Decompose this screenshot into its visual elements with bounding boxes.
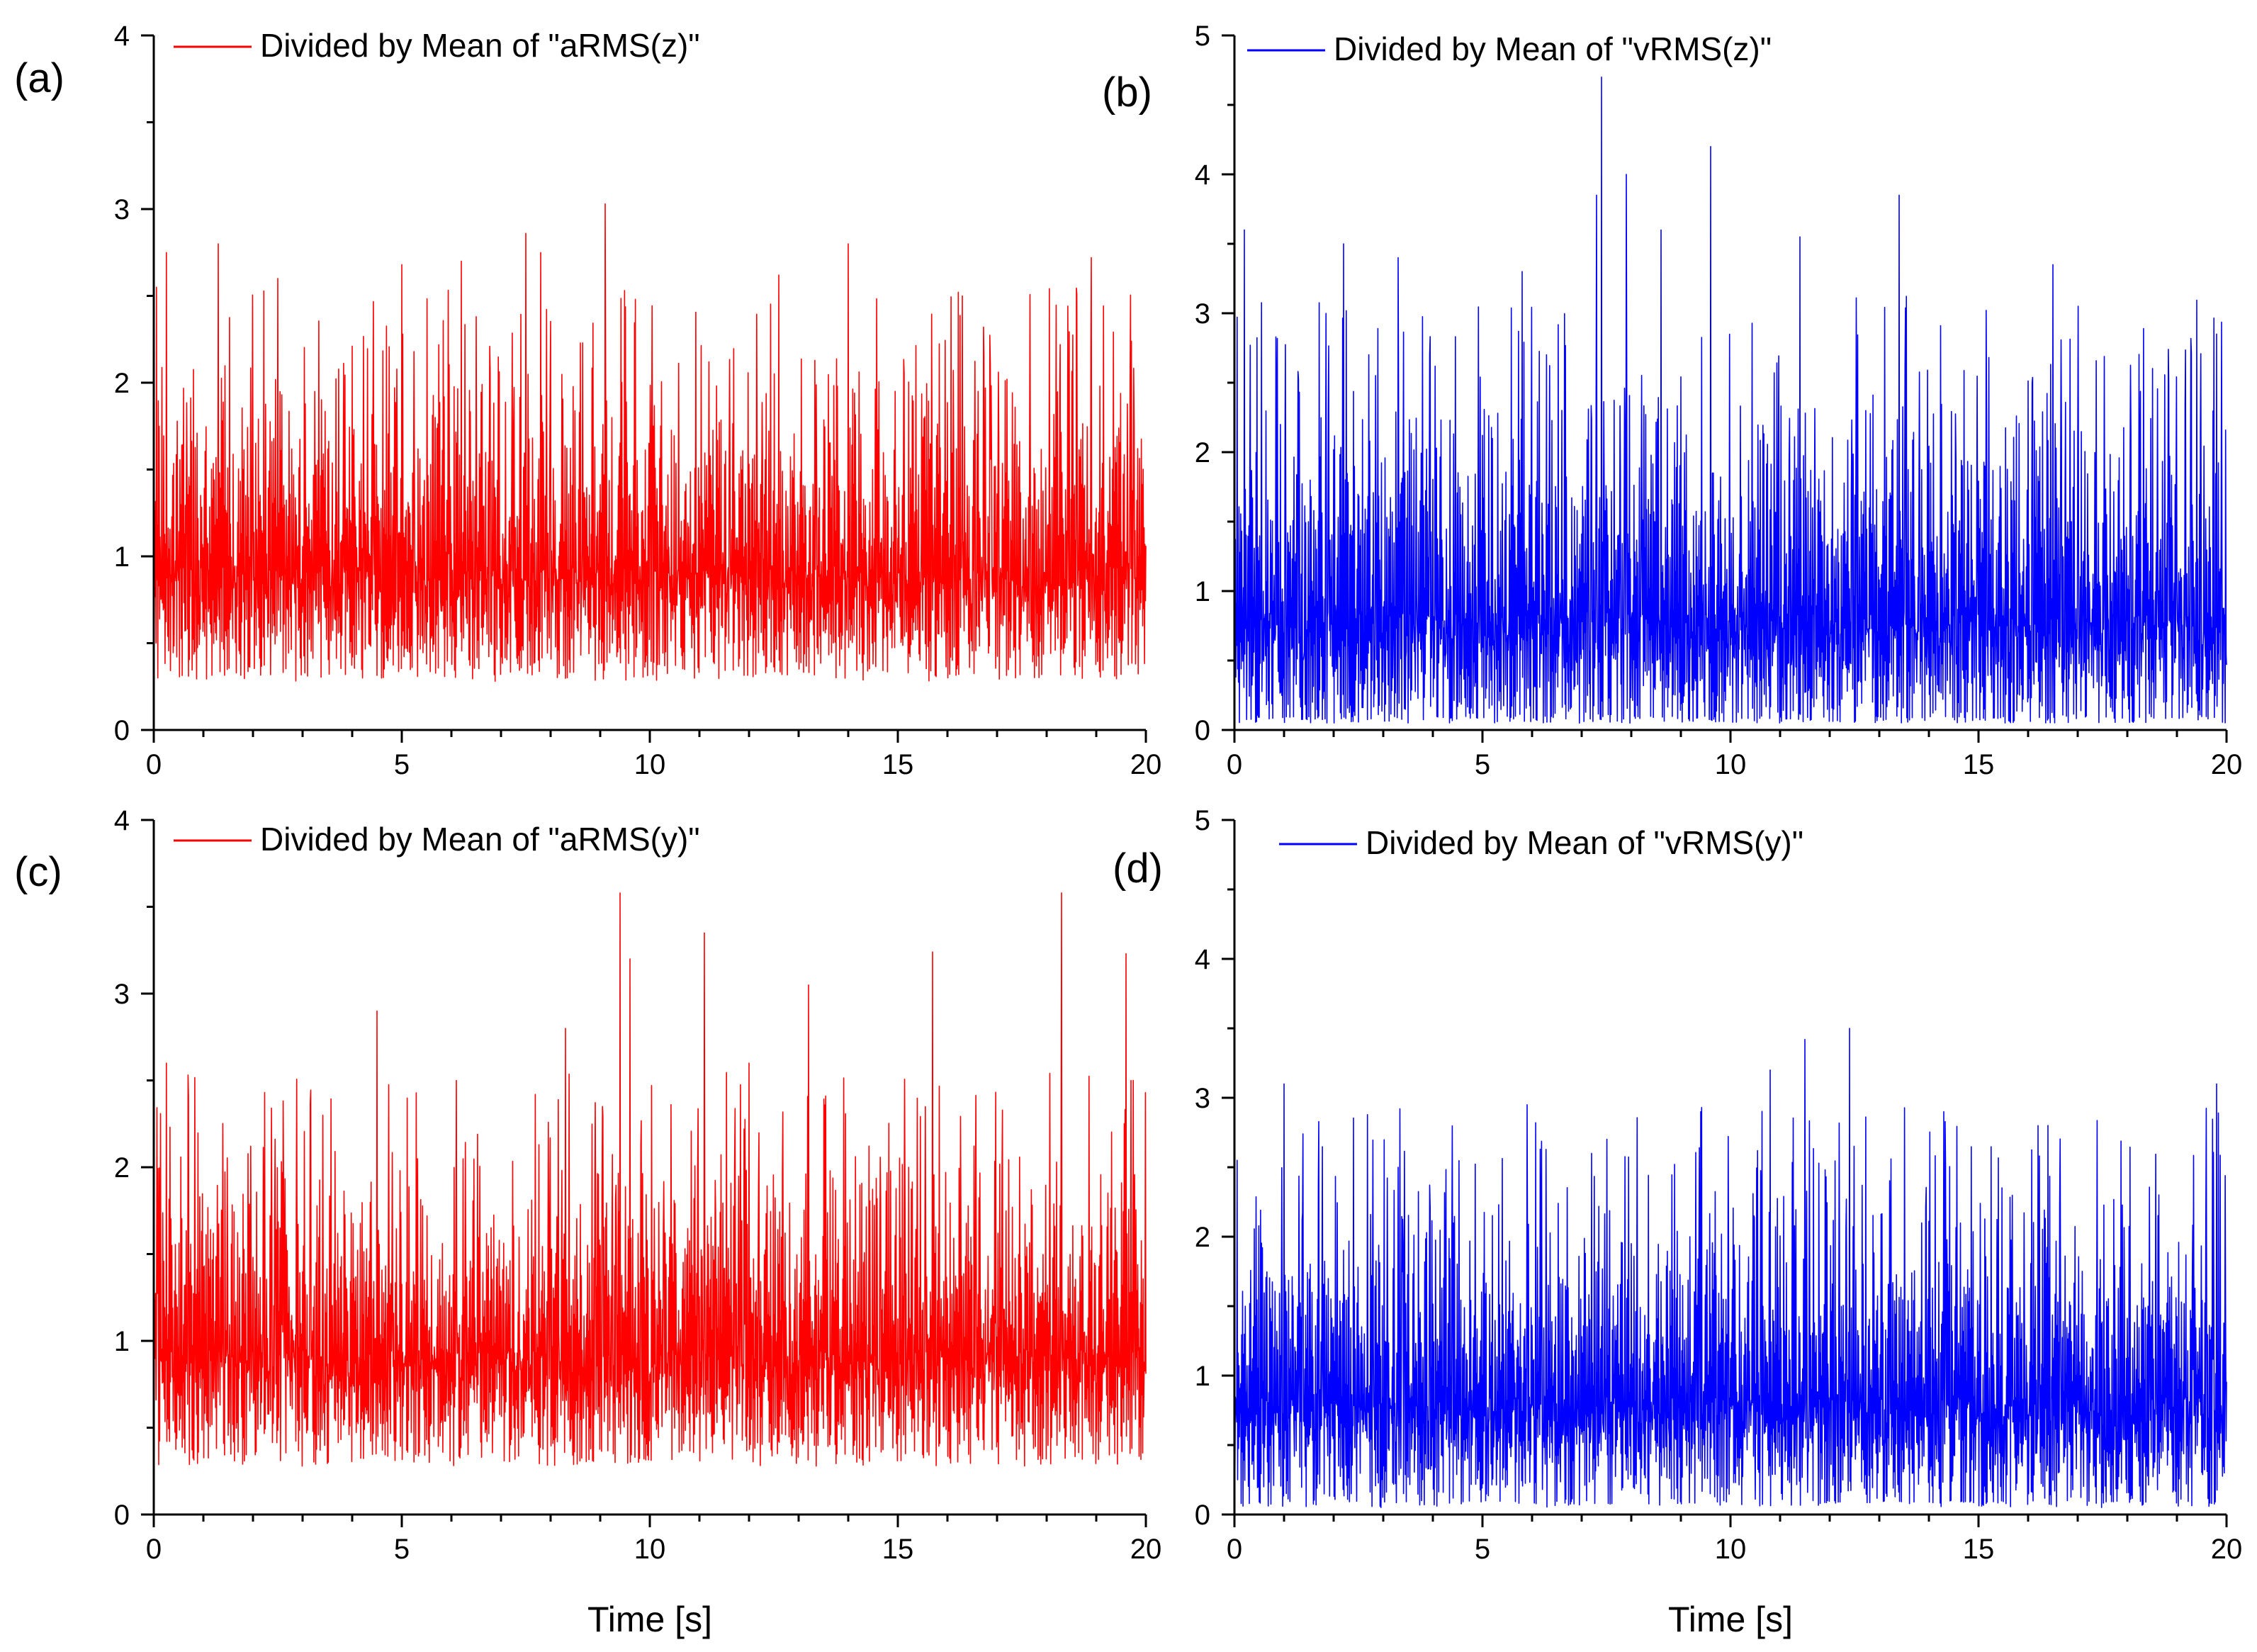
y-tick-label: 0 [114,715,130,746]
panel-label: (a) [14,55,64,101]
y-tick-label: 3 [114,194,130,225]
x-tick-label: 5 [1475,749,1490,780]
y-tick-label: 2 [1195,437,1210,468]
y-tick-label: 5 [1195,21,1210,52]
legend-label: Divided by Mean of "aRMS(y)" [260,821,700,858]
panel-label: (b) [1102,69,1152,116]
y-tick-label: 4 [1195,944,1210,975]
y-tick-label: 0 [114,1500,130,1531]
series-line [1234,77,2227,724]
legend: Divided by Mean of "vRMS(z)" [1247,30,1772,67]
x-tick-label: 15 [882,1534,914,1565]
series-line [153,203,1147,682]
x-tick-label: 0 [1227,749,1242,780]
x-tick-label: 15 [1963,749,1995,780]
chart-panel-2: 0 5 10 15 20 0 1 2 3 4 5 (b) Divided by Mean of "vRM… [1102,21,2242,780]
x-tick-label: 5 [1475,1534,1490,1565]
x-tick-label: 15 [1963,1534,1995,1565]
x-tick-label: 5 [394,1534,410,1565]
y-tick-label: 2 [114,1152,130,1184]
x-tick-label: 0 [1227,1534,1242,1565]
x-tick-label: 5 [394,749,410,780]
y-tick-label: 4 [114,21,130,52]
x-axis-title: Time [s] [1668,1600,1793,1639]
y-tick-label: 3 [1195,298,1210,330]
y-tick-label: 4 [1195,159,1210,191]
y-tick-label: 5 [1195,805,1210,836]
y-tick-label: 1 [1195,1361,1210,1392]
legend: Divided by Mean of "vRMS(y)" [1279,824,1803,861]
series-line [1234,1028,2227,1508]
x-tick-label: 20 [1130,749,1162,780]
y-tick-label: 3 [114,979,130,1010]
legend: Divided by Mean of "aRMS(z)" [174,27,700,64]
legend: Divided by Mean of "aRMS(y)" [174,821,700,858]
x-tick-label: 10 [1715,749,1747,780]
chart-panel-1: 0 5 10 15 20 0 1 2 3 4 (a) Divided by Mean of "aRMS… [14,21,1161,780]
x-tick-label: 15 [882,749,914,780]
y-tick-label: 4 [114,805,130,836]
y-tick-label: 2 [1195,1222,1210,1253]
x-tick-label: 20 [2211,1534,2243,1565]
y-tick-label: 1 [1195,576,1210,607]
legend-label: Divided by Mean of "vRMS(z)" [1334,30,1772,67]
legend-label: Divided by Mean of "vRMS(y)" [1366,824,1803,861]
panel-label: (d) [1113,845,1163,892]
y-tick-label: 1 [114,541,130,573]
x-axis-title: Time [s] [587,1600,712,1639]
legend-label: Divided by Mean of "aRMS(z)" [260,27,700,64]
y-tick-label: 0 [1195,715,1210,746]
y-tick-label: 1 [114,1326,130,1357]
x-tick-label: 10 [634,1534,666,1565]
y-tick-label: 2 [114,368,130,399]
x-tick-label: 20 [2211,749,2243,780]
chart-panel-4: 0 5 10 15 20 0 1 2 3 4 5 (d) Divided by Mean of "vRM… [1113,805,2242,1639]
x-tick-label: 0 [146,1534,162,1565]
y-tick-label: 3 [1195,1083,1210,1114]
series-line [153,892,1147,1467]
y-tick-label: 0 [1195,1500,1210,1531]
x-tick-label: 10 [634,749,666,780]
x-tick-label: 0 [146,749,162,780]
panel-label: (c) [14,849,62,895]
x-tick-label: 10 [1715,1534,1747,1565]
x-tick-label: 20 [1130,1534,1162,1565]
chart-panel-3: 0 5 10 15 20 0 1 2 3 4 (c) Divided by Mean of "aRMS… [14,805,1161,1639]
